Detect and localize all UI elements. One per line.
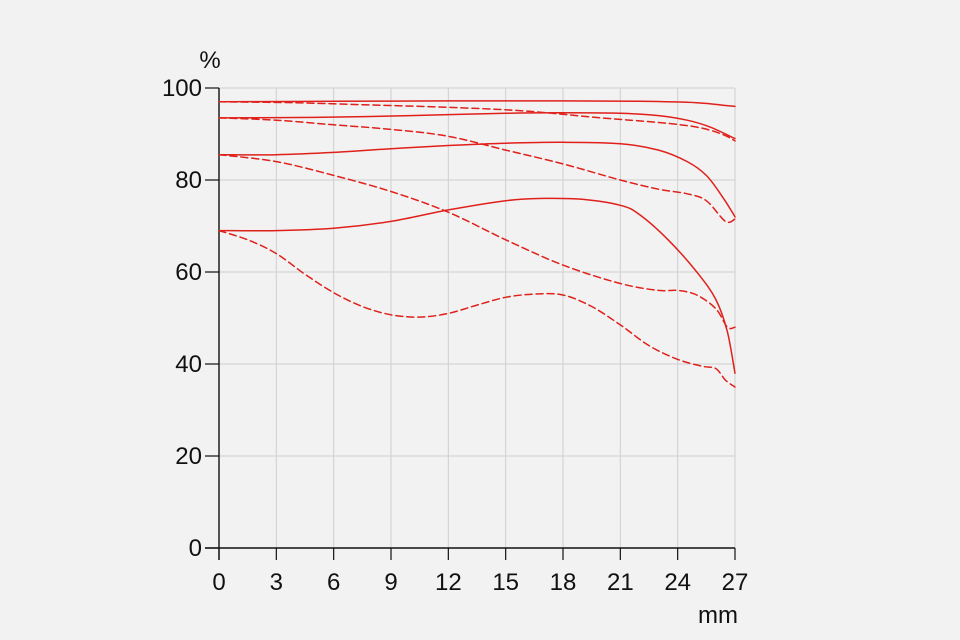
x-tick-label: 0 <box>212 569 225 596</box>
y-tick-label: 80 <box>175 167 202 194</box>
y-tick-label: 60 <box>175 259 202 286</box>
grid-lines <box>205 87 736 560</box>
x-axis-unit-label: mm <box>698 602 738 629</box>
series-line-2-dashed <box>218 101 736 142</box>
y-tick-label: 40 <box>175 351 202 378</box>
y-tick-label: 0 <box>189 535 202 562</box>
x-tick-label: 24 <box>664 569 691 596</box>
x-tick-label: 15 <box>492 569 519 596</box>
series-lines <box>218 100 736 388</box>
x-tick-label: 9 <box>384 569 397 596</box>
y-axis-unit-label: % <box>199 47 220 74</box>
y-tick-label: 100 <box>162 75 202 102</box>
series-line-4-dashed <box>218 117 736 224</box>
y-tick-label: 20 <box>175 443 202 470</box>
x-tick-label: 3 <box>270 569 283 596</box>
series-line-1-solid <box>218 100 736 108</box>
x-tick-label: 12 <box>435 569 462 596</box>
x-tick-label: 6 <box>327 569 340 596</box>
x-tick-label: 21 <box>607 569 634 596</box>
tick-labels: 0 20 40 60 80 100 0 3 6 9 12 15 18 21 24 27 <box>162 75 748 596</box>
series-line-7-solid <box>218 197 736 374</box>
series-line-5-solid <box>218 141 736 218</box>
axes <box>205 88 735 560</box>
series-line-8-dashed <box>218 229 736 388</box>
x-tick-label: 18 <box>550 569 577 596</box>
series-line-6-dashed <box>218 153 736 330</box>
x-tick-label: 27 <box>722 569 749 596</box>
series-line-3-solid <box>218 112 736 140</box>
